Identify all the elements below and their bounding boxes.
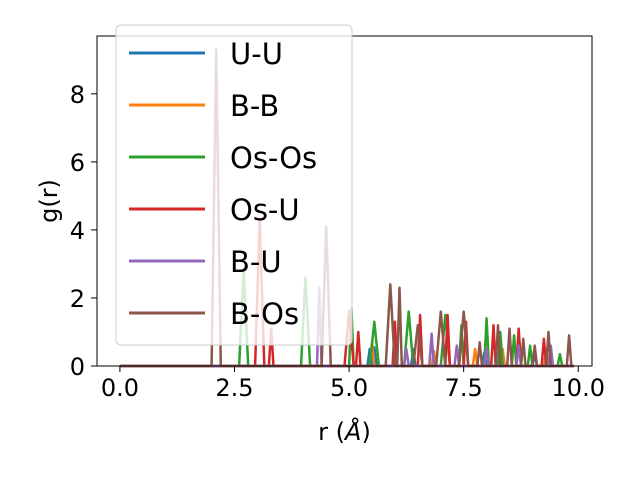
legend-label: Os-Os (230, 141, 317, 175)
x-tick-label: 2.5 (215, 374, 253, 402)
x-tick-label: 10.0 (552, 374, 605, 402)
x-axis-label: r (Å) (318, 417, 371, 446)
y-tick-label: 4 (70, 217, 85, 245)
y-tick-label: 2 (70, 285, 85, 313)
x-axis-label-close: ) (361, 418, 370, 446)
x-axis-ticks: 0.0 2.5 5.0 7.5 10.0 (101, 366, 605, 402)
x-tick-label: 5.0 (330, 374, 368, 402)
y-axis-ticks: 0 2 4 6 8 (70, 81, 97, 381)
x-tick-label: 0.0 (101, 374, 139, 402)
y-axis-label: g(r) (35, 179, 63, 223)
legend: U-U B-B Os-Os Os-U B-U B-Os (115, 24, 353, 346)
legend-label: B-Os (230, 297, 299, 331)
y-tick-label: 6 (70, 149, 85, 177)
x-tick-label: 7.5 (445, 374, 483, 402)
y-tick-label: 8 (70, 81, 85, 109)
x-axis-label-unit: Å (343, 417, 361, 446)
legend-label: B-U (230, 245, 282, 279)
y-tick-label: 0 (70, 353, 85, 381)
legend-label: B-B (230, 89, 279, 123)
legend-label: U-U (230, 37, 283, 71)
legend-label: Os-U (230, 193, 300, 227)
legend-items: U-U B-B Os-Os Os-U B-U B-Os (129, 37, 317, 331)
x-axis-label-text: r ( (318, 418, 345, 446)
